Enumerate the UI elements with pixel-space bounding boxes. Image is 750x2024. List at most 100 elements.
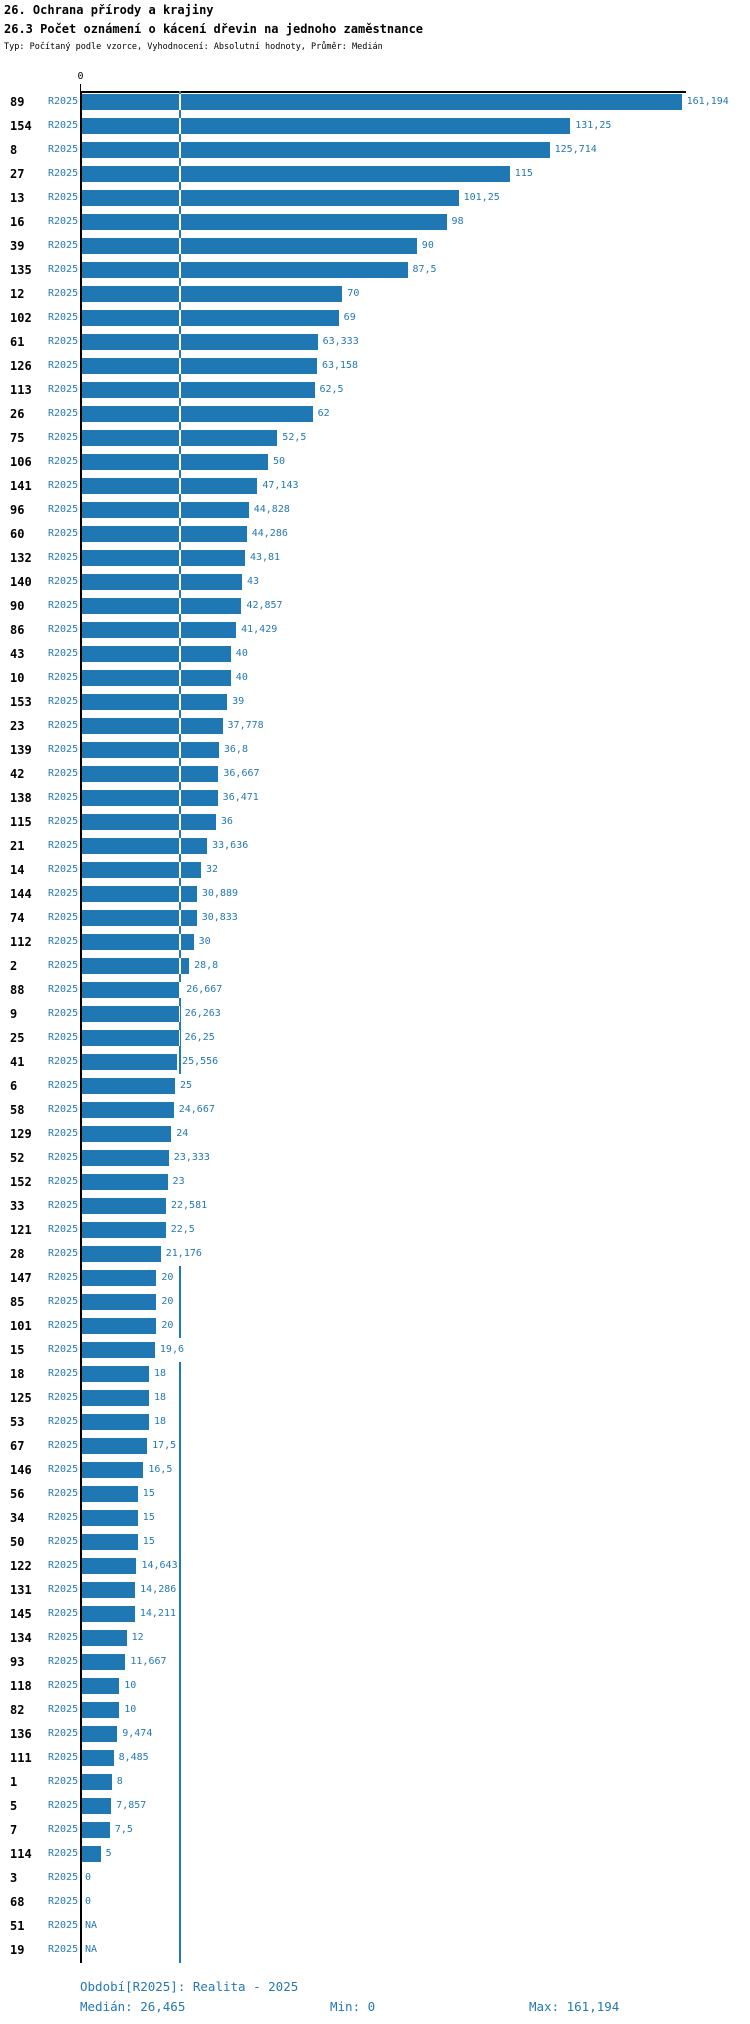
row-category-label: 68 [10,1895,25,1909]
row-series-label: R2025 [48,696,79,707]
row-value-label: 25,556 [181,1050,220,1074]
row-category-label: 131 [10,1583,32,1597]
row-series-label: R2025 [48,504,79,515]
row-series-label: R2025 [48,1776,79,1787]
bar [82,141,550,159]
bar [82,1365,149,1383]
chart-title: 26. Ochrana přírody a krajiny [4,3,214,17]
row-value-label: 18 [152,1362,167,1386]
bar [82,909,197,927]
row-category-label: 43 [10,647,25,661]
row-value-label: 41,429 [240,618,279,642]
bar [82,1149,169,1167]
bar [82,1485,138,1503]
row-series-label: R2025 [48,384,79,395]
bar [82,429,278,447]
row-series-label: R2025 [48,408,79,419]
footer-period-info: Období[R2025]: Realita - 2025 [80,1979,299,1994]
row-value-label: 0 [84,1890,93,1914]
row-value-label: 50 [272,450,287,474]
chart-row: 135 R2025 87,5 [0,258,750,282]
chart-row: 145 R2025 14,211 [0,1602,750,1626]
chart-row: 136 R2025 9,474 [0,1722,750,1746]
chart-row: 41 R2025 25,556 [0,1050,750,1074]
row-value-label: 14,643 [140,1554,179,1578]
row-value-label: 33,636 [211,834,250,858]
row-category-label: 23 [10,719,25,733]
row-series-label: R2025 [48,744,79,755]
bar [82,1245,161,1263]
bar [82,333,318,351]
row-category-label: 139 [10,743,32,757]
chart-row: 134 R2025 12 [0,1626,750,1650]
chart-row: 51 R2025 NA [0,1914,750,1938]
row-series-label: R2025 [48,1536,79,1547]
row-value-label: 63,158 [320,354,360,378]
chart-row: 2 R2025 28,8 [0,954,750,978]
row-category-label: 42 [10,767,25,781]
row-category-label: 115 [10,815,32,829]
row-series-label: R2025 [48,528,79,539]
chart-row: 14 R2025 32 [0,858,750,882]
row-series-label: R2025 [48,216,79,227]
bar [82,789,218,807]
bar [82,453,268,471]
chart-row: 146 R2025 16,5 [0,1458,750,1482]
row-series-label: R2025 [48,648,79,659]
chart-row: 23 R2025 37,778 [0,714,750,738]
row-series-label: R2025 [48,480,79,491]
row-value-label: 21,176 [164,1242,203,1266]
row-value-label: 8 [115,1770,124,1794]
row-value-label: 0 [84,1866,93,1890]
row-category-label: 1 [10,1775,18,1789]
row-value-label: 7,857 [115,1794,148,1818]
bar [82,357,317,375]
bar [82,765,219,783]
row-series-label: R2025 [48,1944,79,1955]
row-series-label: R2025 [48,1704,79,1715]
row-series-label: R2025 [48,1392,79,1403]
row-series-label: R2025 [48,1440,79,1451]
row-value-label: NA [84,1914,99,1938]
x-axis-zero-tick [80,84,81,92]
row-series-label: R2025 [48,432,79,443]
row-value-label: 22,581 [170,1194,209,1218]
bar [82,1533,138,1551]
row-category-label: 136 [10,1727,32,1741]
row-series-label: R2025 [48,1872,79,1883]
row-series-label: R2025 [48,1368,79,1379]
row-category-label: 18 [10,1367,25,1381]
row-value-label: 16,5 [147,1458,174,1482]
chart-row: 18 R2025 18 [0,1362,750,1386]
chart-row: 138 R2025 36,471 [0,786,750,810]
row-category-label: 147 [10,1271,32,1285]
row-series-label: R2025 [48,1176,79,1187]
row-value-label: 24,667 [177,1098,216,1122]
bar [82,1341,155,1359]
row-category-label: 60 [10,527,25,541]
row-category-label: 152 [10,1175,32,1189]
row-value-label: 23,333 [172,1146,211,1170]
chart-row: 58 R2025 24,667 [0,1098,750,1122]
row-series-label: R2025 [48,864,79,875]
row-series-label: R2025 [48,960,79,971]
bar [82,741,219,759]
row-series-label: R2025 [48,1584,79,1595]
bar [82,837,208,855]
row-category-label: 111 [10,1751,32,1765]
row-category-label: 2 [10,959,18,973]
row-value-label: 62,5 [318,378,345,402]
row-value-label: 40 [234,642,249,666]
bar [82,957,190,975]
chart-row: 75 R2025 52,5 [0,426,750,450]
row-value-label: 44,828 [252,498,291,522]
bar [82,1077,175,1095]
row-series-label: R2025 [48,1608,79,1619]
row-category-label: 19 [10,1943,25,1957]
row-category-label: 5 [10,1799,18,1813]
row-category-label: 141 [10,479,32,493]
row-value-label: 5 [104,1842,113,1866]
row-category-label: 145 [10,1607,32,1621]
row-category-label: 93 [10,1655,25,1669]
bar [82,1221,166,1239]
